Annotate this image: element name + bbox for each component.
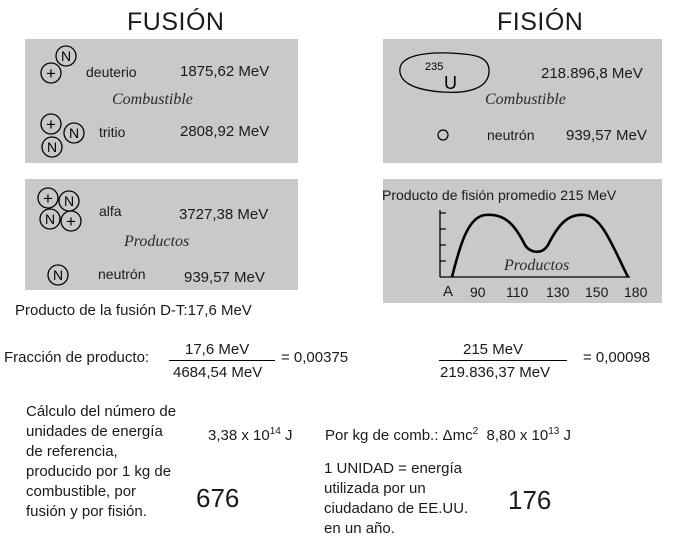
- deuterium-nucleus-icon: N +: [40, 45, 77, 84]
- fission-fraction-denominator: 219.836,37 MeV: [440, 364, 551, 381]
- deuterium-energy: 1875,62 MeV: [180, 63, 270, 80]
- uranium-nucleus-icon: 235 U: [399, 52, 490, 94]
- svg-text:N: N: [64, 193, 74, 209]
- unit-definition: 1 UNIDAD = energía utilizada por un ciud…: [324, 460, 469, 537]
- mass-axis-label: A: [443, 283, 454, 300]
- tick-label: 150: [585, 284, 609, 300]
- svg-text:N: N: [53, 267, 63, 283]
- fraction-label: Fracción de producto:: [4, 349, 150, 366]
- svg-text:235: 235: [425, 61, 443, 73]
- free-neutron-icon: [437, 129, 449, 141]
- fission-title: FISIÓN: [497, 8, 584, 36]
- svg-text:+: +: [66, 212, 76, 231]
- uranium-energy: 218.896,8 MeV: [541, 65, 643, 82]
- fusion-fraction-denominator: 4684,54 MeV: [173, 364, 263, 381]
- fusion-product-energy: Producto de la fusión D-T:17,6 MeV: [15, 302, 252, 319]
- fusion-products-caption: Productos: [124, 233, 190, 250]
- fusion-neutron-energy: 939,57 MeV: [184, 269, 265, 286]
- alpha-energy: 3727,38 MeV: [179, 206, 269, 223]
- svg-text:N: N: [45, 211, 55, 227]
- tritium-label: tritio: [99, 124, 126, 140]
- fission-fuel-panel: [383, 39, 662, 163]
- fusion-fraction-result: = 0,00375: [281, 349, 349, 366]
- svg-text:+: +: [46, 115, 56, 134]
- tick-label: 130: [546, 284, 570, 300]
- fission-energy-per-kg: Por kg de comb.: Δmc2 8,80 x 1013 J: [325, 426, 571, 444]
- fusion-fraction-bar: [169, 360, 275, 361]
- fission-fraction-numerator: 215 MeV: [463, 341, 524, 358]
- svg-text:+: +: [43, 189, 53, 208]
- neutron-symbol: N: [61, 48, 71, 64]
- proton-symbol: +: [46, 64, 56, 83]
- tick-label: 180: [624, 284, 648, 300]
- alpha-label: alfa: [99, 203, 122, 219]
- fusion-title: FUSIÓN: [127, 8, 225, 36]
- fission-products-caption: Productos: [504, 257, 570, 274]
- fusion-neutron-label: neutrón: [98, 266, 146, 282]
- alpha-nucleus-icon: + N N +: [37, 187, 82, 232]
- fission-fraction-result: = 0,00098: [583, 349, 651, 366]
- fusion-products-panel: [25, 179, 298, 290]
- deuterium-label: deuterio: [86, 64, 137, 80]
- fusion-fraction-numerator: 17,6 MeV: [185, 341, 250, 358]
- fission-fuel-caption: Combustible: [485, 91, 566, 108]
- tick-label: 90: [470, 284, 486, 300]
- fission-neutron-label: neutrón: [487, 127, 535, 143]
- svg-text:N: N: [47, 139, 57, 155]
- tritium-nucleus-icon: + N N: [40, 113, 85, 158]
- fusion-result: 676: [196, 483, 240, 513]
- fission-fraction-bar: [439, 360, 567, 361]
- tritium-energy: 2808,92 MeV: [180, 123, 270, 140]
- fission-result: 176: [508, 485, 552, 515]
- fission-yield-curve: [439, 210, 630, 278]
- fusion-fuel-caption: Combustible: [112, 91, 193, 108]
- product-neutron-icon: N: [47, 264, 69, 286]
- svg-text:U: U: [444, 73, 457, 93]
- svg-text:N: N: [69, 125, 79, 141]
- fission-products-title: Producto de fisión promedio 215 MeV: [382, 187, 617, 203]
- calc-description: Cálculo del número de unidades de energí…: [26, 403, 177, 520]
- tick-label: 110: [506, 284, 529, 300]
- fission-neutron-energy: 939,57 MeV: [566, 127, 647, 144]
- fusion-energy-per-kg: 3,38 x 1014 J: [208, 426, 293, 444]
